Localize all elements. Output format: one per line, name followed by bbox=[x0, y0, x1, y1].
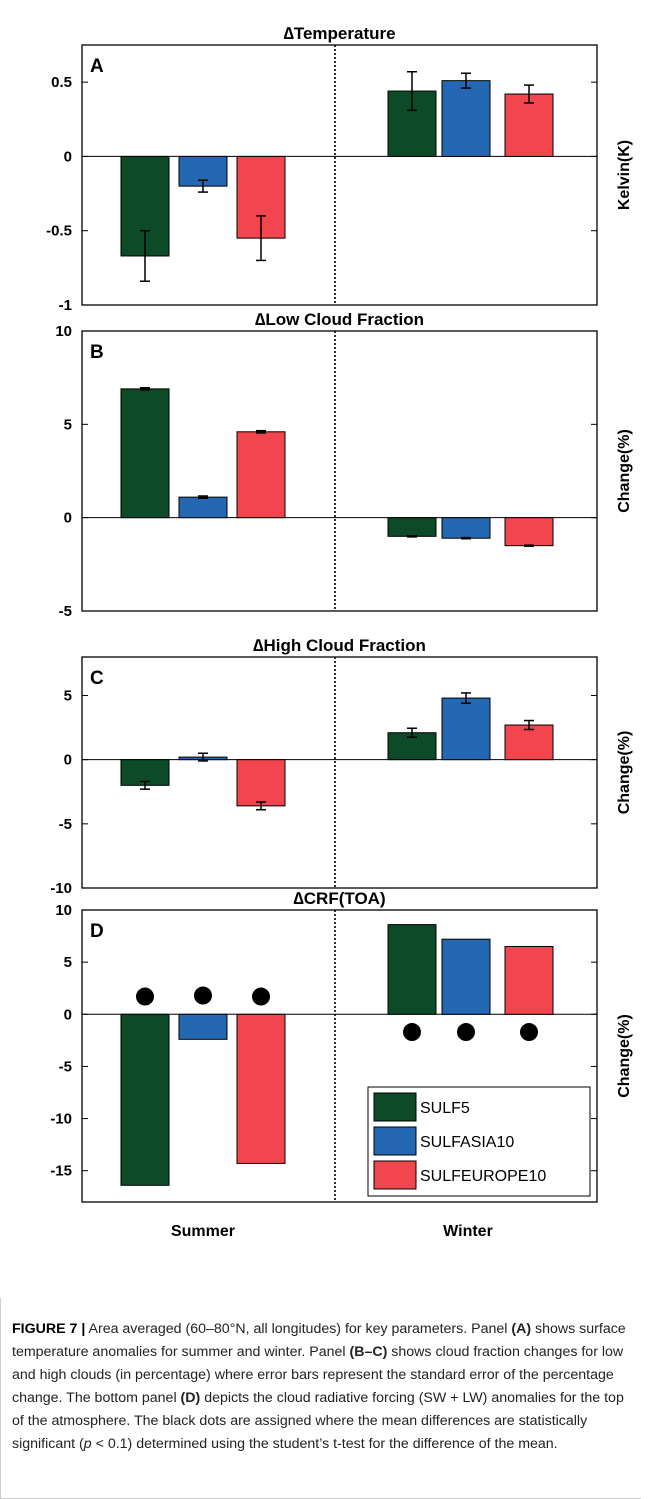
p4-significance-dot-summer-sulfasia10 bbox=[194, 986, 212, 1005]
p4-bar-summer-sulfasia10 bbox=[178, 1013, 228, 1040]
chart-canvas: ∆Temperature -1 -0.5 0 0.5 A Kelvin(K) ∆Low Clo… bbox=[46, 24, 633, 1240]
p4-ytick-label: -15 bbox=[50, 1163, 72, 1180]
p3-ytick-label: 5 bbox=[64, 688, 72, 705]
p2-axes-frame bbox=[81, 330, 598, 612]
xtick-label-summer: Summer bbox=[171, 1223, 235, 1240]
p2-panel-label: B bbox=[90, 342, 104, 363]
p3-bar-winter-sulfeurope10 bbox=[504, 724, 554, 761]
p1-panel-label: A bbox=[90, 56, 104, 77]
p4-significance-dot-winter-sulfasia10 bbox=[457, 1023, 475, 1042]
p4-ytick-label: 5 bbox=[64, 954, 72, 971]
p4-bar-summer-sulf5 bbox=[120, 1013, 170, 1186]
p3-ytick-label: -10 bbox=[50, 880, 72, 897]
p2-bar-summer-sulfeurope10 bbox=[236, 431, 286, 519]
xtick-label-winter: Winter bbox=[443, 1223, 493, 1240]
p4-panel-label: D bbox=[90, 921, 104, 942]
p2-ytick-label: -5 bbox=[59, 603, 72, 620]
p1-ylabel: Kelvin(K) bbox=[616, 140, 633, 210]
p4-ytick-label: 10 bbox=[55, 902, 72, 919]
p2-ytick-label: 5 bbox=[64, 416, 72, 433]
legend-label-sulf5: SULF5 bbox=[420, 1100, 470, 1117]
legend-swatch-sulfasia10 bbox=[373, 1126, 417, 1156]
p4-ytick-label: -10 bbox=[50, 1111, 72, 1128]
p2-ytick-label: 10 bbox=[55, 323, 72, 340]
p1-bar-winter-sulfasia10 bbox=[441, 80, 491, 157]
caption-ref-d: (D) bbox=[180, 1390, 201, 1406]
p4-significance-dot-winter-sulfeurope10 bbox=[520, 1023, 538, 1042]
p2-bar-summer-sulfasia10 bbox=[178, 496, 228, 519]
p4-bar-winter-sulf5 bbox=[387, 924, 437, 1015]
caption-text-3: shows cloud fraction changes for low and… bbox=[12, 1344, 624, 1406]
caption-text-2: shows surface temperature anomalies for … bbox=[12, 1321, 626, 1360]
p1-bar-winter-sulfeurope10 bbox=[504, 93, 554, 157]
caption-text-4: depicts the cloud radiative forcing (SW … bbox=[12, 1390, 624, 1452]
p2-title: ∆Low Cloud Fraction bbox=[255, 310, 424, 329]
caption-ref-a: (A) bbox=[511, 1321, 532, 1337]
p4-bar-winter-sulfeurope10 bbox=[504, 946, 554, 1015]
figure-caption: FIGURE 7 | Area averaged (60–80°N, all l… bbox=[0, 1298, 641, 1499]
caption-text-5: < 0.1) determined using the student’s t-… bbox=[91, 1436, 558, 1452]
p2-ytick-label: 0 bbox=[64, 510, 72, 527]
p3-ylabel: Change(%) bbox=[616, 731, 633, 815]
p3-axes-frame bbox=[81, 656, 598, 889]
p4-significance-dot-summer-sulfeurope10 bbox=[252, 987, 270, 1006]
legend-swatch-sulf5 bbox=[373, 1092, 417, 1122]
p3-bar-winter-sulfasia10 bbox=[441, 697, 491, 761]
p1-title: ∆Temperature bbox=[283, 24, 395, 43]
p3-panel-label: C bbox=[90, 668, 104, 689]
p1-ytick-label: -1 bbox=[59, 297, 72, 314]
p2-ylabel: Change(%) bbox=[616, 429, 633, 513]
p2-bar-winter-sulf5 bbox=[387, 517, 437, 537]
p4-ylabel: Change(%) bbox=[616, 1014, 633, 1098]
p4-significance-dot-winter-sulf5 bbox=[403, 1023, 421, 1042]
p4-bar-summer-sulfeurope10 bbox=[236, 1013, 286, 1164]
caption-ref-bc: (B–C) bbox=[349, 1344, 388, 1360]
p3-ytick-label: 0 bbox=[64, 752, 72, 769]
p2-bar-winter-sulfeurope10 bbox=[504, 517, 554, 547]
p1-ytick-label: -0.5 bbox=[46, 223, 72, 240]
p3-ytick-label: -5 bbox=[59, 816, 72, 833]
legend-label-sulfasia10: SULFASIA10 bbox=[420, 1134, 514, 1151]
figure: ∆Temperature -1 -0.5 0 0.5 A Kelvin(K) ∆Low Clo… bbox=[46, 24, 633, 1240]
p2-bar-winter-sulfasia10 bbox=[441, 517, 491, 539]
p3-bar-summer-sulfeurope10 bbox=[236, 759, 286, 807]
p3-title: ∆High Cloud Fraction bbox=[253, 636, 426, 655]
p1-ytick-label: 0.5 bbox=[51, 74, 72, 91]
p1-ytick-label: 0 bbox=[64, 148, 72, 165]
caption-lead: FIGURE 7 | bbox=[12, 1321, 86, 1337]
p2-bar-summer-sulf5 bbox=[120, 388, 170, 519]
p4-bar-winter-sulfasia10 bbox=[441, 938, 491, 1015]
caption-text-1: Area averaged (60–80°N, all longitudes) … bbox=[85, 1321, 512, 1337]
p4-ytick-label: -5 bbox=[59, 1058, 72, 1075]
legend-label-sulfeurope10: SULFEUROPE10 bbox=[420, 1168, 546, 1185]
p4-title: ∆CRF(TOA) bbox=[293, 889, 385, 908]
p1-axes-frame bbox=[81, 44, 598, 306]
p4-axes-frame bbox=[81, 909, 598, 1203]
caption-p-symbol: p bbox=[83, 1436, 92, 1452]
legend-swatch-sulfeurope10 bbox=[373, 1160, 417, 1190]
p4-ytick-label: 0 bbox=[64, 1006, 72, 1023]
p4-significance-dot-summer-sulf5 bbox=[136, 987, 154, 1006]
